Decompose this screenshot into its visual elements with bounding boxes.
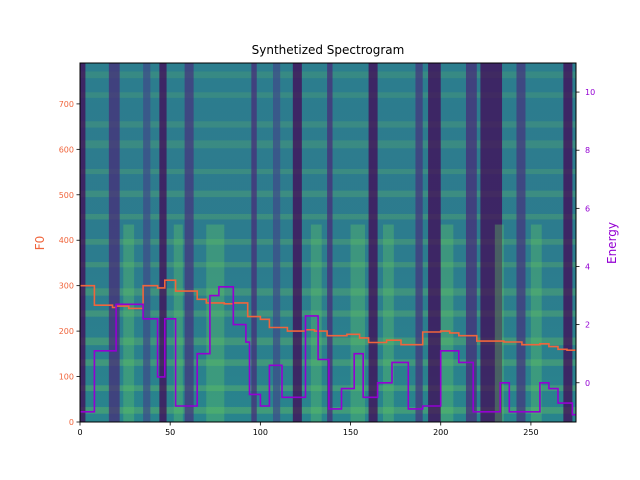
y-left-tick-label: 500 xyxy=(59,191,74,200)
spectrogram-column xyxy=(516,63,526,422)
spectrogram-column xyxy=(465,63,477,422)
spectrogram-column xyxy=(108,63,120,422)
y-right-tick-label: 0 xyxy=(585,379,590,388)
y-right-axis-label: Energy xyxy=(605,222,619,264)
spectrogram-column xyxy=(327,63,333,422)
x-tick-label: 100 xyxy=(253,428,268,437)
y-left-axis-label: F0 xyxy=(33,236,47,251)
spectrogram-column xyxy=(440,224,454,422)
spectrogram-column xyxy=(494,224,504,422)
y-left-tick-label: 0 xyxy=(69,418,74,427)
spectrogram-column xyxy=(563,63,573,422)
y-axis-left: 0 100 200 300 400 500 600 700 xyxy=(59,100,80,427)
y-right-tick-label: 8 xyxy=(585,146,590,155)
spectrogram-column xyxy=(530,224,542,422)
x-tick-label: 50 xyxy=(165,428,175,437)
y-left-tick-label: 100 xyxy=(59,373,74,382)
spectrogram-column xyxy=(159,63,167,422)
spectrogram-column xyxy=(80,63,86,422)
spectrogram-column xyxy=(143,63,151,422)
harmonic-band xyxy=(80,25,576,33)
spectrogram-column xyxy=(310,224,322,422)
y-left-tick-label: 600 xyxy=(59,145,74,154)
y-left-tick-label: 700 xyxy=(59,100,74,109)
x-tick-label: 0 xyxy=(77,428,82,437)
y-left-tick-label: 300 xyxy=(59,282,74,291)
spectrogram-column xyxy=(184,63,194,422)
spectrogram-column xyxy=(173,224,183,422)
spectrogram-column xyxy=(415,63,423,422)
spectrogram-column xyxy=(428,63,441,422)
spectrogram-column xyxy=(383,224,394,422)
series-line-energy xyxy=(80,286,576,416)
y-axis-right: 0 2 4 6 8 10 xyxy=(576,88,595,388)
y-left-tick-label: 200 xyxy=(59,327,74,336)
x-axis: 0 50 100 150 200 250 xyxy=(77,422,539,437)
spectrogram-column xyxy=(480,63,503,422)
y-right-tick-label: 10 xyxy=(585,88,595,97)
spectrogram-column xyxy=(272,63,281,422)
harmonic-band xyxy=(80,0,576,5)
spectrogram-column xyxy=(251,63,257,422)
spectrogram-column xyxy=(292,63,302,422)
spectrogram-column xyxy=(123,224,135,422)
y-right-tick-label: 6 xyxy=(585,204,590,213)
y-left-tick-label: 400 xyxy=(59,236,74,245)
y-right-tick-label: 2 xyxy=(585,321,590,330)
spectrogram-column xyxy=(368,63,378,422)
x-tick-label: 150 xyxy=(343,428,358,437)
series-line-f0 xyxy=(80,279,576,351)
chart-title: Synthetized Spectrogram xyxy=(252,43,405,57)
plot-frame xyxy=(79,62,577,423)
x-tick-label: 200 xyxy=(433,428,448,437)
spectrogram-column xyxy=(206,224,225,422)
y-right-tick-label: 4 xyxy=(585,262,590,271)
x-tick-label: 250 xyxy=(523,428,538,437)
